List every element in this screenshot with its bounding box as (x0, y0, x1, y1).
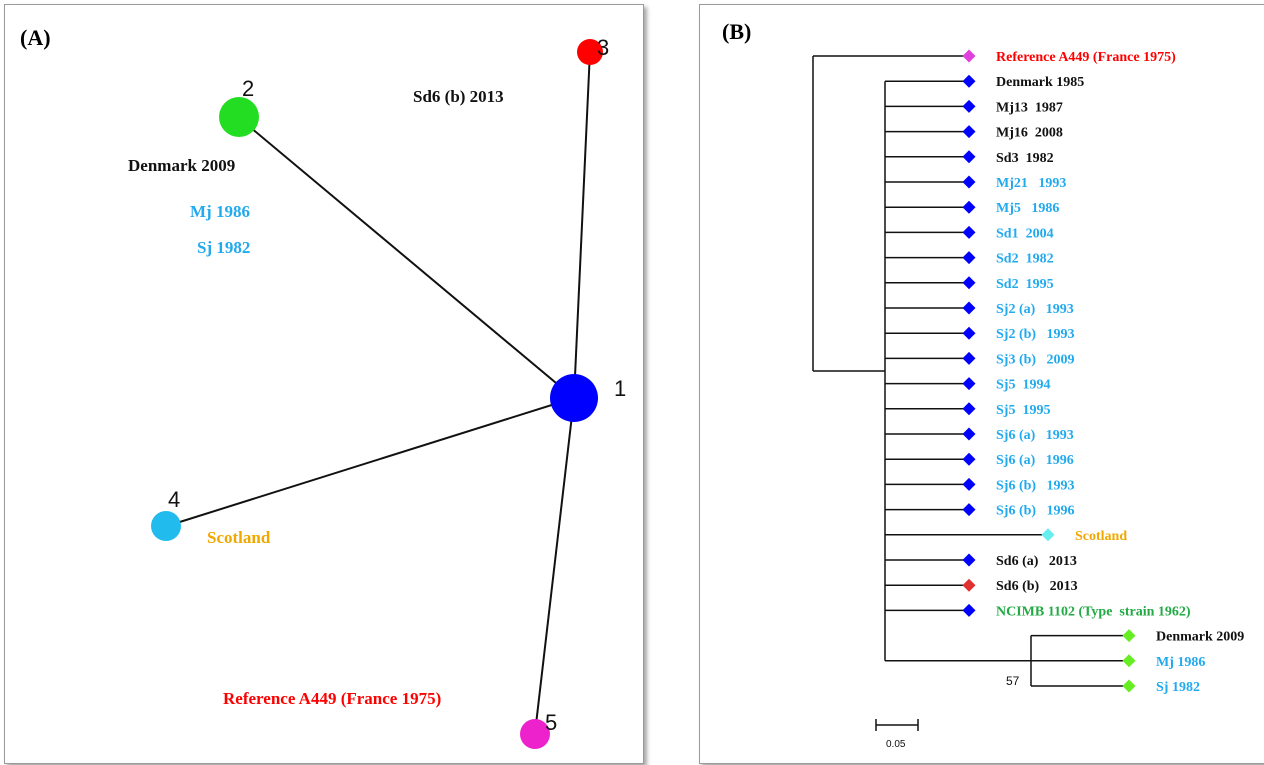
leaf-label-3: Mj16 2008 (996, 126, 1063, 141)
leaf-marker-19[interactable] (1041, 528, 1055, 542)
leaf-label-23: Denmark 2009 (1156, 630, 1244, 645)
leaf-label-1: Denmark 1985 (996, 75, 1084, 90)
label-scotland: Scotland (207, 528, 271, 547)
leaf-marker-16[interactable] (962, 452, 976, 466)
leaf-marker-23[interactable] (1122, 629, 1136, 643)
label-denmark-2009: Denmark 2009 (128, 156, 235, 175)
leaf-marker-15[interactable] (962, 427, 976, 441)
scale-bar: 0.05 (875, 719, 919, 750)
leaf-label-12: Sj3 (b) 2009 (996, 352, 1075, 367)
network-diagram: (A) 1 2 3 4 5 Sd6 (b) 2013 Denmark 2009 … (20, 25, 626, 749)
node-2-number: 2 (242, 76, 254, 101)
leaf-marker-2[interactable] (962, 99, 976, 113)
node-2[interactable] (219, 97, 259, 137)
node-1[interactable] (550, 374, 598, 422)
label-mj-1986: Mj 1986 (190, 202, 250, 221)
leaf-marker-18[interactable] (962, 503, 976, 517)
tree-leaves: Reference A449 (France 1975) Denmark 1985… (962, 49, 1244, 695)
leaf-marker-21[interactable] (962, 578, 976, 592)
leaf-marker-24[interactable] (1122, 654, 1136, 668)
leaf-label-9: Sd2 1995 (996, 277, 1054, 292)
leaf-marker-11[interactable] (962, 326, 976, 340)
leaf-label-10: Sj2 (a) 1993 (996, 302, 1074, 317)
leaf-marker-22[interactable] (962, 603, 976, 617)
leaf-label-16: Sj6 (a) 1996 (996, 453, 1074, 468)
leaf-marker-6[interactable] (962, 200, 976, 214)
leaf-marker-20[interactable] (962, 553, 976, 567)
panel-b-tree: (B) Reference A449 (France 1975) Denmark … (699, 4, 1264, 764)
leaf-marker-12[interactable] (962, 351, 976, 365)
leaf-label-14: Sj5 1995 (996, 403, 1050, 418)
panel-a-network: (A) 1 2 3 4 5 Sd6 (b) 2013 Denmark 2009 … (4, 4, 644, 764)
scale-bar-label: 0.05 (886, 739, 906, 750)
node-1-number: 1 (614, 376, 626, 401)
leaf-label-5: Mj21 1993 (996, 176, 1066, 191)
leaf-marker-13[interactable] (962, 377, 976, 391)
leaf-label-19: Scotland (1075, 529, 1127, 544)
leaf-label-21: Sd6 (b) 2013 (996, 579, 1078, 594)
leaf-marker-14[interactable] (962, 402, 976, 416)
leaf-label-2: Mj13 1987 (996, 100, 1063, 115)
panel-a-label: (A) (20, 25, 51, 50)
leaf-marker-0[interactable] (962, 49, 976, 63)
node-5[interactable] (520, 719, 550, 749)
leaf-label-13: Sj5 1994 (996, 378, 1050, 393)
edge-1-4 (166, 397, 575, 527)
node-3[interactable] (577, 39, 603, 65)
leaf-marker-17[interactable] (962, 477, 976, 491)
phylogenetic-tree: (B) Reference A449 (France 1975) Denmark … (722, 19, 1244, 750)
leaf-label-0: Reference A449 (France 1975) (996, 50, 1176, 65)
node-4-number: 4 (168, 487, 180, 512)
leaf-marker-5[interactable] (962, 175, 976, 189)
label-reference-a449: Reference A449 (France 1975) (223, 689, 441, 708)
edge-1-2 (237, 116, 575, 399)
leaf-marker-1[interactable] (962, 74, 976, 88)
leaf-marker-7[interactable] (962, 225, 976, 239)
leaf-label-18: Sj6 (b) 1996 (996, 504, 1075, 519)
panel-b-label: (B) (722, 19, 751, 44)
edge-1-5 (534, 397, 575, 734)
leaf-label-15: Sj6 (a) 1993 (996, 428, 1074, 443)
node-3-number: 3 (597, 35, 609, 60)
leaf-label-25: Sj 1982 (1156, 680, 1200, 695)
leaf-label-6: Mj5 1986 (996, 201, 1059, 216)
node-5-number: 5 (545, 710, 557, 735)
bootstrap-value: 57 (1006, 674, 1020, 688)
leaf-label-4: Sd3 1982 (996, 151, 1054, 166)
leaf-label-7: Sd1 2004 (996, 226, 1054, 241)
leaf-marker-8[interactable] (962, 251, 976, 265)
tree-branches (812, 55, 1126, 687)
leaf-label-17: Sj6 (b) 1993 (996, 478, 1075, 493)
leaf-label-20: Sd6 (a) 2013 (996, 554, 1077, 569)
label-sd6b-2013: Sd6 (b) 2013 (413, 87, 504, 106)
leaf-marker-4[interactable] (962, 150, 976, 164)
node-4[interactable] (151, 511, 181, 541)
leaf-label-8: Sd2 1982 (996, 252, 1054, 267)
leaf-label-22: NCIMB 1102 (Type strain 1962) (996, 604, 1191, 619)
leaf-label-24: Mj 1986 (1156, 655, 1205, 670)
leaf-marker-3[interactable] (962, 125, 976, 139)
label-sj-1982: Sj 1982 (197, 238, 250, 257)
leaf-marker-10[interactable] (962, 301, 976, 315)
leaf-marker-25[interactable] (1122, 679, 1136, 693)
leaf-marker-9[interactable] (962, 276, 976, 290)
edge-1-3 (573, 50, 591, 399)
leaf-label-11: Sj2 (b) 1993 (996, 327, 1075, 342)
